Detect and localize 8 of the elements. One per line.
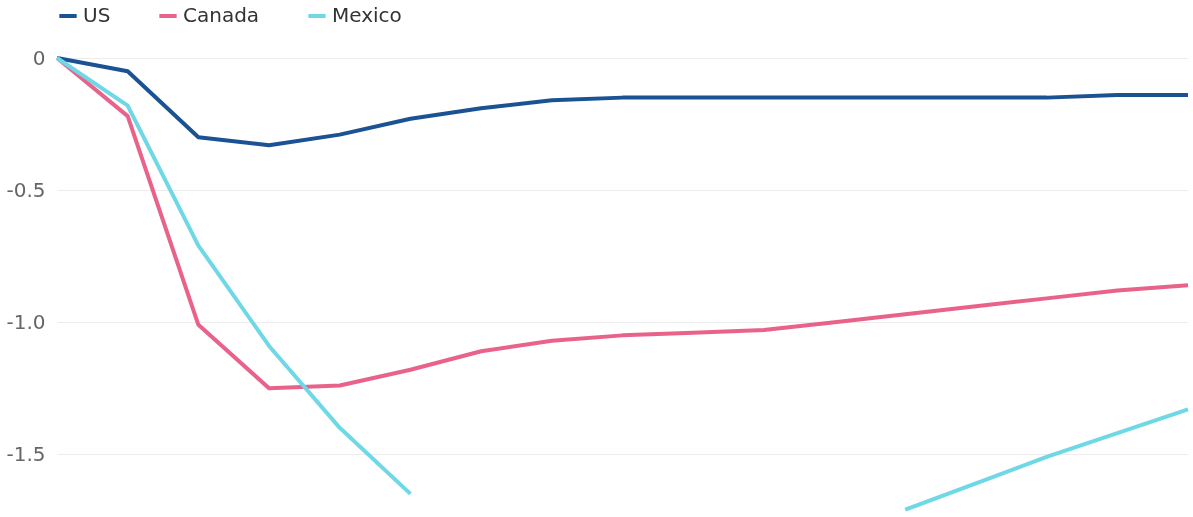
legend-label: Mexico	[332, 3, 402, 27]
y-tick-label: -0.5	[6, 177, 46, 202]
y-tick-label: -1.5	[6, 441, 46, 466]
line-series	[55, 56, 1190, 148]
y-tick-label: -1.0	[6, 309, 46, 334]
legend-label: US	[83, 3, 111, 27]
y-tick-label: 0	[32, 45, 46, 70]
legend-label: Canada	[183, 3, 260, 27]
